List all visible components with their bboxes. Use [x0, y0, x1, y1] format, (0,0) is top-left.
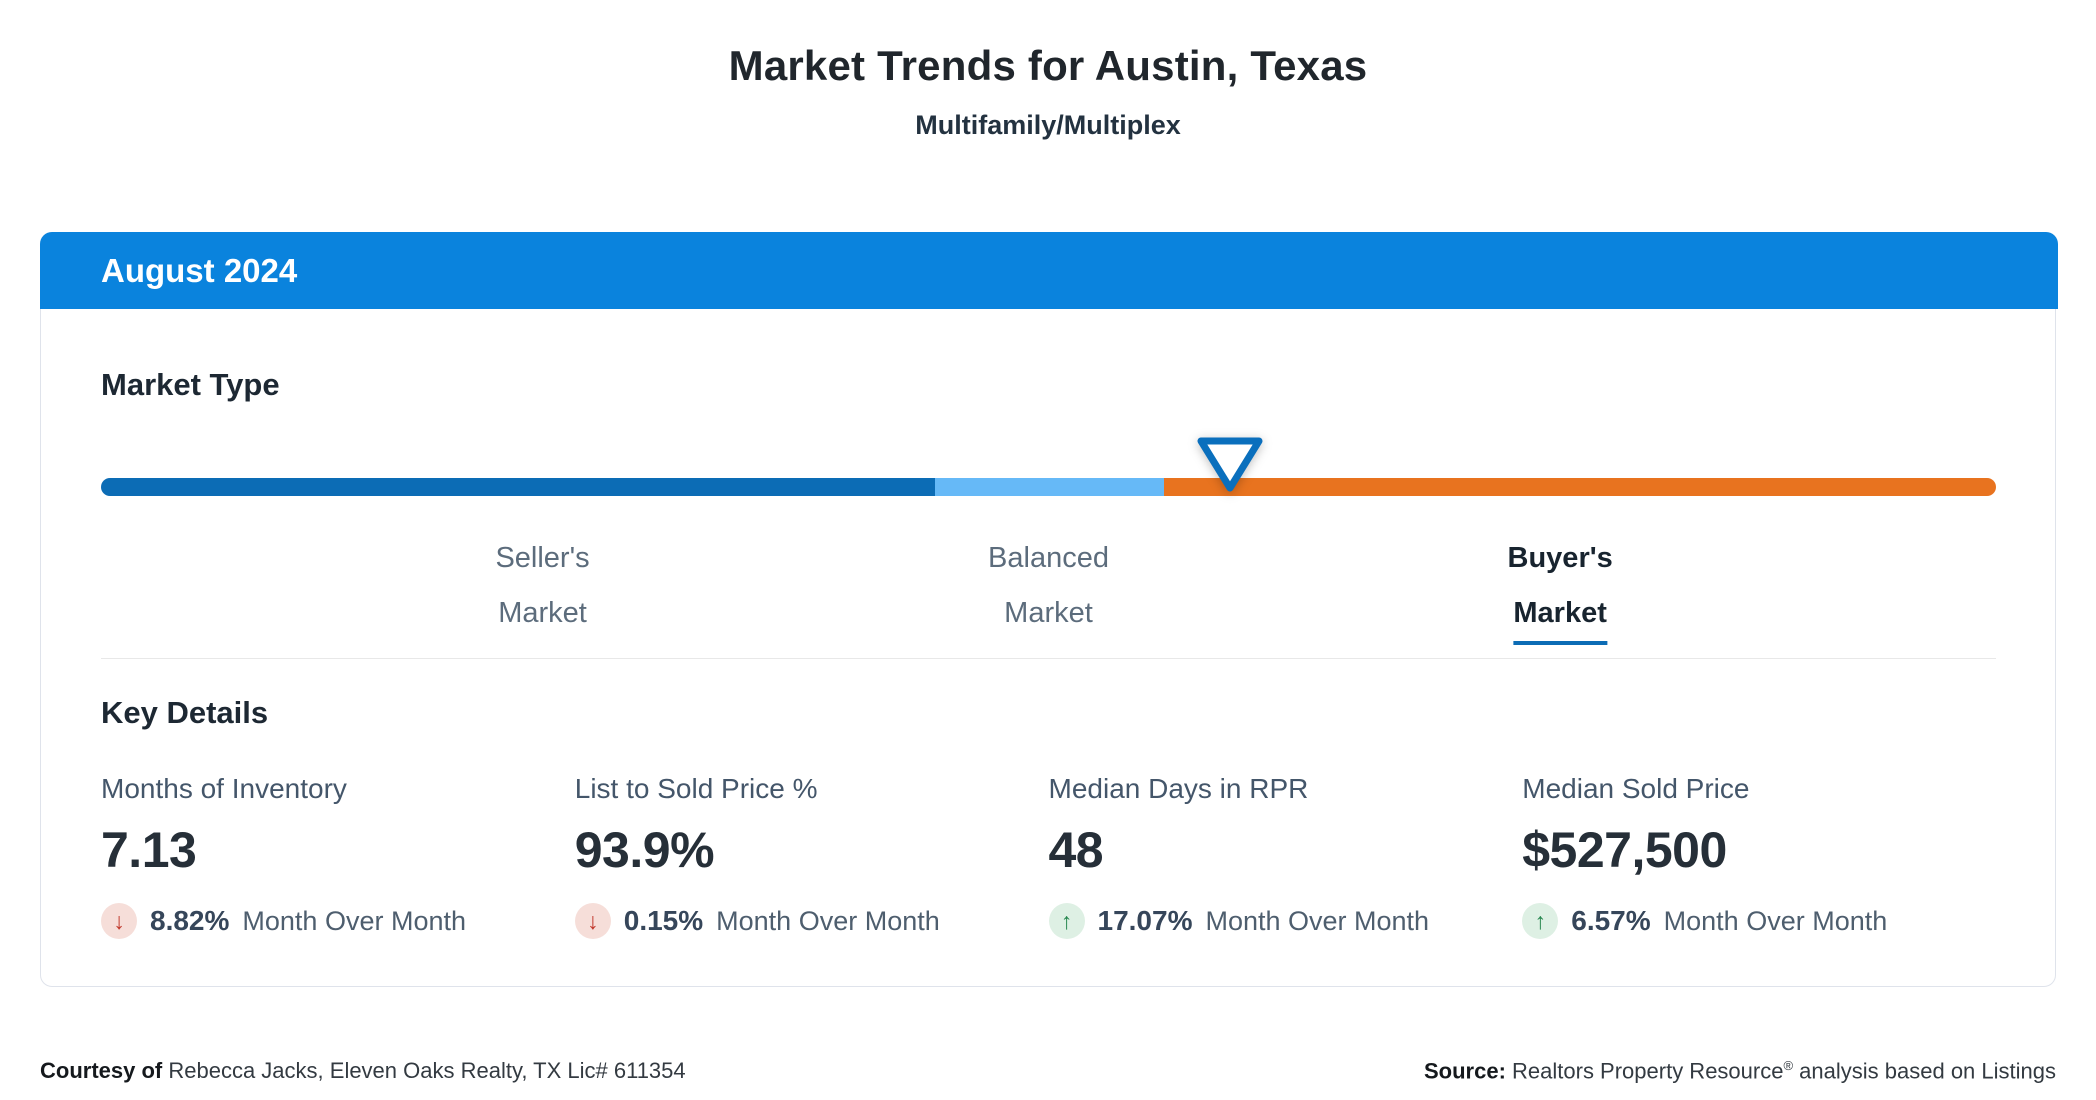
gauge-bar [101, 478, 1996, 496]
metric-change: ↑ 6.57% Month Over Month [1522, 903, 1996, 939]
metric-value: 93.9% [574, 822, 715, 878]
change-period: Month Over Month [716, 905, 940, 936]
source-label: Source: [1423, 1058, 1506, 1084]
arrow-down-icon: ↓ [101, 903, 137, 939]
sellers-market-label-line2: Market [498, 597, 587, 629]
buyers-market-segment [1164, 478, 1996, 496]
buyers-market-label-line1: Buyer's [1507, 542, 1613, 574]
metric-value: $527,500 [1522, 822, 1727, 878]
source-attribution: Source: Realtors Property Resource® anal… [1424, 1058, 2056, 1084]
arrow-up-icon: ↑ [1522, 903, 1559, 939]
metric-label: List to Sold Price % [574, 773, 818, 804]
market-type-heading: Market Type [101, 367, 280, 402]
balanced-market-label: Balanced Market [988, 531, 1109, 641]
metric-median-days-in-rpr: Median Days in RPR 48 ↑ 17.07% Month Ove… [1048, 773, 1523, 939]
triangle-down-icon [1195, 436, 1265, 499]
market-trends-card: August 2024 Market Type Seller's Market … [40, 232, 2058, 987]
change-percent: 6.57% [1571, 905, 1651, 936]
metric-value: 7.13 [101, 822, 197, 878]
metric-list-to-sold-price: List to Sold Price % 93.9% ↓ 0.15% Month… [574, 773, 1049, 939]
metric-label: Median Days in RPR [1048, 773, 1309, 804]
arrow-down-icon: ↓ [574, 903, 611, 939]
metric-value: 48 [1048, 822, 1104, 878]
buyers-market-label: Buyer's Market [1508, 531, 1613, 645]
sellers-market-label: Seller's Market [495, 531, 589, 641]
change-period: Month Over Month [1205, 905, 1430, 936]
change-percent: 8.82% [150, 905, 230, 936]
sellers-market-segment [101, 478, 935, 496]
balanced-market-label-line1: Balanced [988, 542, 1109, 574]
metric-label: Median Sold Price [1522, 773, 1750, 804]
change-period: Month Over Month [242, 905, 466, 936]
balanced-market-label-line2: Market [1004, 597, 1093, 629]
metric-months-of-inventory: Months of Inventory 7.13 ↓ 8.82% Month O… [101, 773, 575, 939]
metric-change: ↑ 17.07% Month Over Month [1048, 903, 1523, 939]
metric-change: ↓ 8.82% Month Over Month [101, 903, 575, 939]
market-type-gauge [101, 437, 1996, 496]
courtesy-text: Rebecca Jacks, Eleven Oaks Realty, TX Li… [162, 1058, 686, 1083]
arrow-up-icon: ↑ [1048, 903, 1085, 939]
change-period: Month Over Month [1663, 905, 1888, 936]
balanced-market-segment [934, 478, 1165, 496]
key-details-heading: Key Details [101, 695, 269, 730]
section-divider [101, 658, 1996, 659]
source-name: Realtors Property Resource [1505, 1058, 1784, 1084]
change-percent: 17.07% [1097, 905, 1193, 936]
metric-change: ↓ 0.15% Month Over Month [574, 903, 1049, 939]
metric-label: Months of Inventory [101, 773, 347, 804]
courtesy-label: Courtesy of [40, 1058, 163, 1083]
buyers-market-label-line2: Market [1513, 592, 1607, 645]
sellers-market-label-line1: Seller's [495, 542, 590, 574]
change-percent: 0.15% [623, 905, 704, 936]
page-subtitle: Multifamily/Multiplex [915, 110, 1181, 140]
registered-mark: ® [1783, 1058, 1794, 1073]
metric-median-sold-price: Median Sold Price $527,500 ↑ 6.57% Month… [1522, 773, 1996, 939]
gauge-labels: Seller's Market Balanced Market Buyer's … [101, 531, 1996, 671]
courtesy-attribution: Courtesy of Rebecca Jacks, Eleven Oaks R… [40, 1058, 686, 1084]
period-heading: August 2024 [101, 251, 298, 289]
card-header: August 2024 [40, 232, 2058, 309]
source-rest: analysis based on Listings [1793, 1058, 2056, 1084]
page-title: Market Trends for Austin, Texas [728, 42, 1368, 89]
key-details-metrics: Months of Inventory 7.13 ↓ 8.82% Month O… [101, 773, 1996, 939]
